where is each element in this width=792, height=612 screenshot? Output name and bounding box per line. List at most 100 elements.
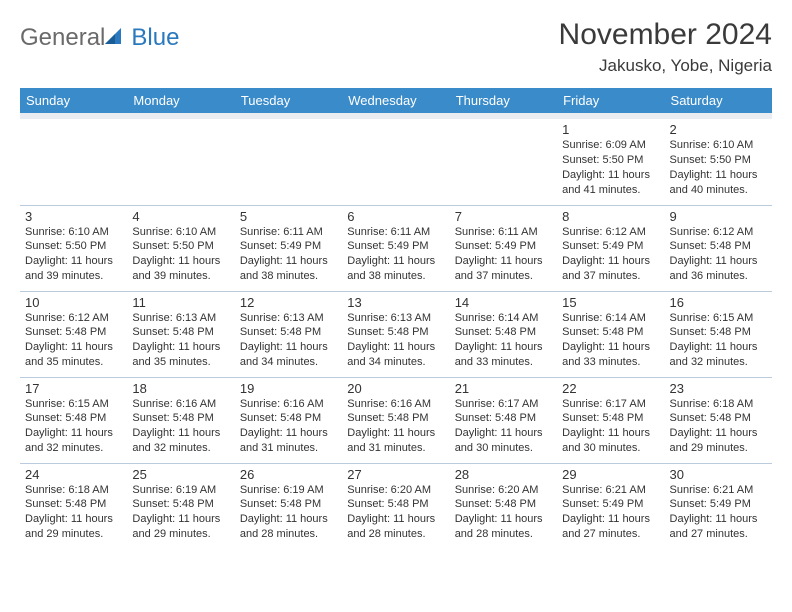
day-info: Sunrise: 6:10 AMSunset: 5:50 PMDaylight:… — [25, 225, 122, 284]
day-number: 2 — [670, 122, 767, 137]
day-info: Sunrise: 6:13 AMSunset: 5:48 PMDaylight:… — [347, 311, 444, 370]
day-number: 15 — [562, 295, 659, 310]
day-info: Sunrise: 6:13 AMSunset: 5:48 PMDaylight:… — [240, 311, 337, 370]
calendar-day-cell: 4Sunrise: 6:10 AMSunset: 5:50 PMDaylight… — [127, 205, 234, 291]
calendar-day-cell: 30Sunrise: 6:21 AMSunset: 5:49 PMDayligh… — [665, 463, 772, 549]
day-info: Sunrise: 6:10 AMSunset: 5:50 PMDaylight:… — [670, 138, 767, 197]
weekday-header: Thursday — [450, 88, 557, 113]
calendar-day-cell: 6Sunrise: 6:11 AMSunset: 5:49 PMDaylight… — [342, 205, 449, 291]
calendar-week-row: 3Sunrise: 6:10 AMSunset: 5:50 PMDaylight… — [20, 205, 772, 291]
calendar-empty-cell — [127, 119, 234, 205]
day-number: 23 — [670, 381, 767, 396]
calendar-empty-cell — [20, 119, 127, 205]
day-number: 3 — [25, 209, 122, 224]
day-info: Sunrise: 6:20 AMSunset: 5:48 PMDaylight:… — [455, 483, 552, 542]
calendar-day-cell: 17Sunrise: 6:15 AMSunset: 5:48 PMDayligh… — [20, 377, 127, 463]
day-number: 7 — [455, 209, 552, 224]
day-number: 5 — [240, 209, 337, 224]
calendar-week-row: 17Sunrise: 6:15 AMSunset: 5:48 PMDayligh… — [20, 377, 772, 463]
logo-text-general: General — [20, 24, 105, 52]
day-info: Sunrise: 6:13 AMSunset: 5:48 PMDaylight:… — [132, 311, 229, 370]
day-number: 25 — [132, 467, 229, 482]
weekday-header: Monday — [127, 88, 234, 113]
calendar-empty-cell — [342, 119, 449, 205]
day-number: 10 — [25, 295, 122, 310]
day-info: Sunrise: 6:15 AMSunset: 5:48 PMDaylight:… — [670, 311, 767, 370]
weekday-header: Friday — [557, 88, 664, 113]
day-info: Sunrise: 6:21 AMSunset: 5:49 PMDaylight:… — [670, 483, 767, 542]
calendar-day-cell: 18Sunrise: 6:16 AMSunset: 5:48 PMDayligh… — [127, 377, 234, 463]
day-number: 11 — [132, 295, 229, 310]
logo: General Blue — [20, 18, 179, 52]
day-info: Sunrise: 6:14 AMSunset: 5:48 PMDaylight:… — [455, 311, 552, 370]
day-number: 4 — [132, 209, 229, 224]
day-info: Sunrise: 6:15 AMSunset: 5:48 PMDaylight:… — [25, 397, 122, 456]
calendar-day-cell: 12Sunrise: 6:13 AMSunset: 5:48 PMDayligh… — [235, 291, 342, 377]
day-info: Sunrise: 6:17 AMSunset: 5:48 PMDaylight:… — [562, 397, 659, 456]
calendar-day-cell: 7Sunrise: 6:11 AMSunset: 5:49 PMDaylight… — [450, 205, 557, 291]
calendar-day-cell: 21Sunrise: 6:17 AMSunset: 5:48 PMDayligh… — [450, 377, 557, 463]
calendar-day-cell: 1Sunrise: 6:09 AMSunset: 5:50 PMDaylight… — [557, 119, 664, 205]
day-info: Sunrise: 6:11 AMSunset: 5:49 PMDaylight:… — [240, 225, 337, 284]
weekday-header: Sunday — [20, 88, 127, 113]
day-number: 26 — [240, 467, 337, 482]
day-info: Sunrise: 6:19 AMSunset: 5:48 PMDaylight:… — [240, 483, 337, 542]
calendar-day-cell: 27Sunrise: 6:20 AMSunset: 5:48 PMDayligh… — [342, 463, 449, 549]
calendar-day-cell: 28Sunrise: 6:20 AMSunset: 5:48 PMDayligh… — [450, 463, 557, 549]
calendar-day-cell: 8Sunrise: 6:12 AMSunset: 5:49 PMDaylight… — [557, 205, 664, 291]
day-number: 29 — [562, 467, 659, 482]
day-info: Sunrise: 6:21 AMSunset: 5:49 PMDaylight:… — [562, 483, 659, 542]
day-info: Sunrise: 6:20 AMSunset: 5:48 PMDaylight:… — [347, 483, 444, 542]
weekday-header: Tuesday — [235, 88, 342, 113]
day-info: Sunrise: 6:12 AMSunset: 5:48 PMDaylight:… — [670, 225, 767, 284]
calendar-day-cell: 9Sunrise: 6:12 AMSunset: 5:48 PMDaylight… — [665, 205, 772, 291]
calendar-day-cell: 13Sunrise: 6:13 AMSunset: 5:48 PMDayligh… — [342, 291, 449, 377]
day-number: 20 — [347, 381, 444, 396]
day-number: 14 — [455, 295, 552, 310]
calendar-day-cell: 16Sunrise: 6:15 AMSunset: 5:48 PMDayligh… — [665, 291, 772, 377]
calendar-day-cell: 11Sunrise: 6:13 AMSunset: 5:48 PMDayligh… — [127, 291, 234, 377]
day-number: 24 — [25, 467, 122, 482]
day-number: 27 — [347, 467, 444, 482]
calendar-week-row: 10Sunrise: 6:12 AMSunset: 5:48 PMDayligh… — [20, 291, 772, 377]
day-number: 30 — [670, 467, 767, 482]
day-info: Sunrise: 6:18 AMSunset: 5:48 PMDaylight:… — [25, 483, 122, 542]
weekday-header: Wednesday — [342, 88, 449, 113]
day-number: 22 — [562, 381, 659, 396]
day-number: 16 — [670, 295, 767, 310]
day-number: 8 — [562, 209, 659, 224]
logo-text-blue: Blue — [131, 24, 179, 52]
day-info: Sunrise: 6:11 AMSunset: 5:49 PMDaylight:… — [347, 225, 444, 284]
day-info: Sunrise: 6:11 AMSunset: 5:49 PMDaylight:… — [455, 225, 552, 284]
calendar-empty-cell — [450, 119, 557, 205]
calendar-day-cell: 14Sunrise: 6:14 AMSunset: 5:48 PMDayligh… — [450, 291, 557, 377]
calendar-day-cell: 25Sunrise: 6:19 AMSunset: 5:48 PMDayligh… — [127, 463, 234, 549]
day-number: 19 — [240, 381, 337, 396]
day-info: Sunrise: 6:12 AMSunset: 5:48 PMDaylight:… — [25, 311, 122, 370]
calendar-day-cell: 19Sunrise: 6:16 AMSunset: 5:48 PMDayligh… — [235, 377, 342, 463]
day-number: 21 — [455, 381, 552, 396]
weekday-header: Saturday — [665, 88, 772, 113]
day-info: Sunrise: 6:09 AMSunset: 5:50 PMDaylight:… — [562, 138, 659, 197]
calendar-day-cell: 22Sunrise: 6:17 AMSunset: 5:48 PMDayligh… — [557, 377, 664, 463]
day-info: Sunrise: 6:14 AMSunset: 5:48 PMDaylight:… — [562, 311, 659, 370]
calendar-week-row: 24Sunrise: 6:18 AMSunset: 5:48 PMDayligh… — [20, 463, 772, 549]
day-number: 6 — [347, 209, 444, 224]
calendar-day-cell: 29Sunrise: 6:21 AMSunset: 5:49 PMDayligh… — [557, 463, 664, 549]
calendar-day-cell: 20Sunrise: 6:16 AMSunset: 5:48 PMDayligh… — [342, 377, 449, 463]
calendar-day-cell: 3Sunrise: 6:10 AMSunset: 5:50 PMDaylight… — [20, 205, 127, 291]
logo-sail-icon — [103, 26, 129, 51]
weekday-header-row: SundayMondayTuesdayWednesdayThursdayFrid… — [20, 88, 772, 113]
day-info: Sunrise: 6:16 AMSunset: 5:48 PMDaylight:… — [347, 397, 444, 456]
day-info: Sunrise: 6:17 AMSunset: 5:48 PMDaylight:… — [455, 397, 552, 456]
day-info: Sunrise: 6:16 AMSunset: 5:48 PMDaylight:… — [240, 397, 337, 456]
day-number: 1 — [562, 122, 659, 137]
calendar-day-cell: 15Sunrise: 6:14 AMSunset: 5:48 PMDayligh… — [557, 291, 664, 377]
calendar-day-cell: 2Sunrise: 6:10 AMSunset: 5:50 PMDaylight… — [665, 119, 772, 205]
calendar-day-cell: 23Sunrise: 6:18 AMSunset: 5:48 PMDayligh… — [665, 377, 772, 463]
day-info: Sunrise: 6:10 AMSunset: 5:50 PMDaylight:… — [132, 225, 229, 284]
day-number: 12 — [240, 295, 337, 310]
month-title: November 2024 — [559, 18, 772, 52]
day-info: Sunrise: 6:19 AMSunset: 5:48 PMDaylight:… — [132, 483, 229, 542]
calendar-day-cell: 5Sunrise: 6:11 AMSunset: 5:49 PMDaylight… — [235, 205, 342, 291]
